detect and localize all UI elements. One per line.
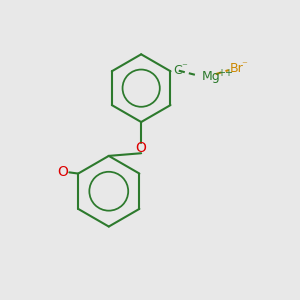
Text: Mg: Mg <box>201 70 220 83</box>
Text: C: C <box>173 64 182 77</box>
Text: ++: ++ <box>217 68 233 78</box>
Text: O: O <box>57 165 68 179</box>
Text: ⁻: ⁻ <box>182 63 188 73</box>
Text: Br: Br <box>230 62 243 75</box>
Text: ⁻: ⁻ <box>242 60 247 70</box>
Text: O: O <box>136 141 147 155</box>
